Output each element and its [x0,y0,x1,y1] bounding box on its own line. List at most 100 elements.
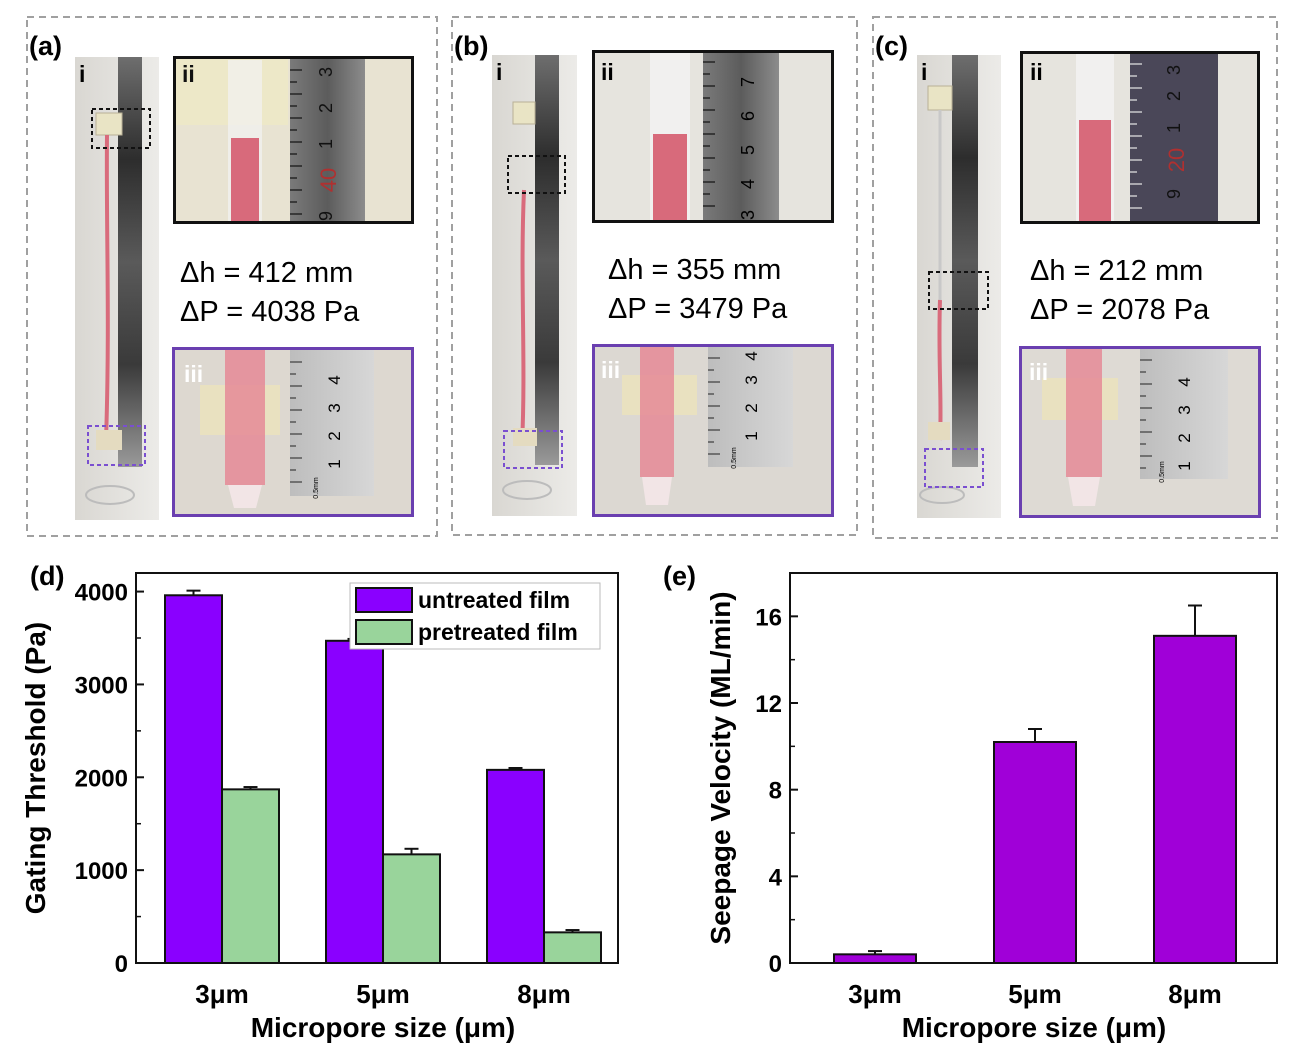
sublabel-ii: ii [601,59,614,85]
ruler-number: 1 [316,139,336,149]
sublabel-iii: iii [601,357,620,383]
x-tick-label: 3μm [848,979,902,1009]
ruler-number: 2 [1164,91,1184,101]
zoom-box-top [91,108,151,149]
bar-pretreated-film [221,788,280,964]
chart-d: (d) 0 1000 2000 3000 4000 3μm 5μm 8μm Micropor… [20,561,619,1043]
chart-d-ylabel: Gating Threshold (Pa) [20,622,51,914]
ruler-mark: 0.5mm [1159,461,1166,483]
chart-e: (e) 0 4 8 12 16 3μm 5μm 8μm Micropore size (μm… [663,561,1278,1043]
ruler-number: 2 [325,431,344,440]
ruler-number: 4 [738,179,758,189]
chart-d-bars [164,589,602,964]
ruler-number: 3 [742,375,761,384]
chart-d-xlabel: Micropore size (μm) [251,1012,516,1043]
bar-untreated-film [164,594,223,964]
panel-c-border [872,16,1278,539]
sublabel-i: i [921,59,927,85]
bar-seepage-velocity [993,741,1077,964]
y-tick-label: 3000 [75,672,128,699]
ruler-number: 1 [1164,123,1184,133]
bar-untreated-film [486,768,545,964]
ruler-number: 3 [1164,65,1184,75]
sublabel-i: i [79,61,85,87]
panel-a-photo-i: i [75,57,159,520]
ruler-ticks [290,69,302,215]
x-tick-label: 3μm [195,979,249,1009]
ruler-number: 3 [325,403,344,412]
ruler-number: 20 [1164,148,1189,172]
delta-p-text: ΔP = 2078 Pa [1030,294,1210,326]
ruler-number: 1 [742,431,761,440]
sublabel-ii: ii [1030,59,1043,85]
tube-clamp-bottom [96,430,122,450]
x-tick-label: 8μm [517,979,571,1009]
tube-clamp-top [512,101,536,125]
chart-d-legend: untreated film pretreated film [349,582,601,650]
ruler-number: 9 [316,211,336,221]
ruler [708,347,793,467]
ruler-number: 1 [1175,461,1194,470]
y-tick-label: 0 [115,951,128,978]
liquid-column [520,189,526,446]
sublabel-ii: ii [182,61,195,87]
panel-c-photo-iii: 4 3 2 1 0.5mm iii [1019,346,1261,518]
bar-seepage-velocity [833,953,917,964]
film-tip [228,485,262,508]
legend-swatch-untreated [355,587,413,613]
ruler-ticks [708,357,720,455]
ruler-mark: 0.5mm [731,447,738,469]
delta-p-text: ΔP = 4038 Pa [180,296,360,328]
zoom-box-bottom [87,425,146,466]
bar-pretreated-film [543,931,602,964]
ruler-number: 4 [1175,377,1194,386]
y-tick-label: 12 [755,691,782,718]
panel-a-border [26,16,438,537]
vertical-ruler [952,55,978,467]
y-tick-label: 2000 [75,765,128,792]
ruler [290,59,365,221]
ruler [290,350,374,496]
ruler-number: 3 [1175,405,1194,414]
y-tick-label: 1000 [75,858,128,885]
ruler [703,53,779,220]
ruler [1140,349,1228,479]
panel-c-photo-i: i [917,55,1001,518]
panel-b-photo-i: i [492,55,577,516]
sublabel-i: i [496,59,502,85]
ruler-number: 2 [1175,433,1194,442]
legend-swatch-pretreated [355,619,413,645]
y-tick-label: 8 [769,778,782,805]
zoom-box-top [507,155,566,194]
ruler-number: 3 [738,210,758,220]
chart-d-y-axis: 0 1000 2000 3000 4000 [75,580,144,978]
delta-h-text: Δh = 212 mm [1030,255,1203,287]
panel-c-label: (c) [875,31,908,61]
panel-a-photo-iii: 4 3 2 1 0.5mm iii [172,347,414,517]
film-tip [1068,477,1100,506]
ruler-ticks [290,361,302,483]
zoom-box-bottom [924,448,984,488]
chart-e-bars [833,604,1237,964]
legend-label-pretreated: pretreated film [418,619,578,645]
bar-pretreated-film [382,853,441,964]
liquid [231,138,259,221]
y-tick-label: 4 [769,864,783,891]
panel-a-photo-ii: 3 2 1 40 9 ii [173,56,414,224]
x-tick-label: 8μm [1168,979,1222,1009]
y-tick-label: 16 [755,604,782,631]
bar-seepage-velocity [1153,634,1237,964]
ruler-number: 40 [316,168,341,192]
chart-e-xlabel: Micropore size (μm) [902,1012,1167,1043]
liquid [225,350,265,485]
tube-clamp-bottom [513,428,537,446]
panel-a-label: (a) [29,31,62,61]
ruler-ticks [1130,63,1142,209]
ruler-number: 5 [738,145,758,155]
bar-untreated-film [325,639,384,964]
panel-b: (b) i [451,16,858,536]
tube-clamp-top [95,112,123,136]
ruler [1130,54,1218,221]
liquid-column [937,299,943,441]
